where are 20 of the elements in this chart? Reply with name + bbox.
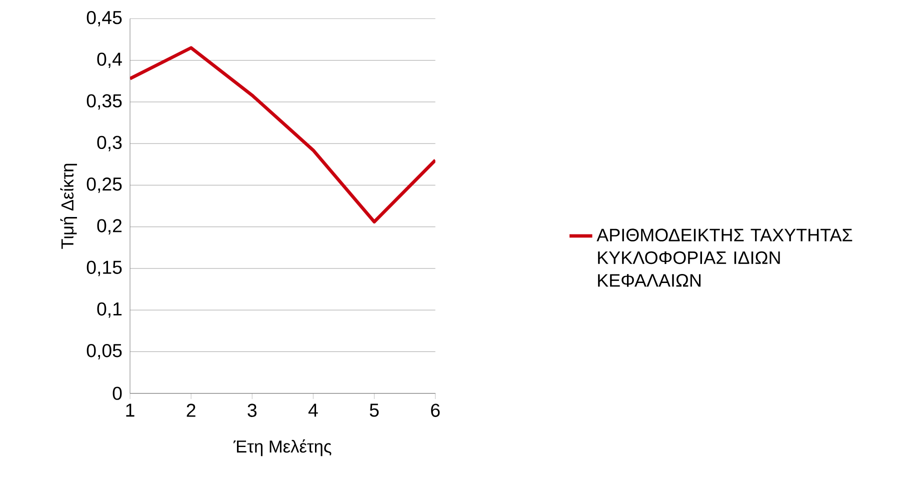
y-tick-label: 0: [112, 386, 122, 400]
y-tick-label: 0,45: [86, 10, 122, 26]
y-tick-label: 0,3: [97, 136, 122, 152]
x-tick-label: 2: [186, 404, 196, 417]
x-tick-label: 5: [370, 404, 379, 417]
y-tick-label: 0,05: [86, 344, 122, 360]
y-tick-label: 0,35: [86, 94, 122, 110]
x-axis-title: Έτη Μελέτης: [233, 439, 332, 456]
x-tick-label: 1: [126, 404, 134, 417]
y-tick-label: 0,2: [97, 219, 122, 235]
legend-label: ΑΡΙΘΜΟΔΕΙΚΤΗΣ ΤΑΧΥΤΗΤΑΣ ΚΥΚΛΟΦΟΡΙΑΣ ΙΔΙΩΝ ΚΕΦΑΛΑΙΩΝ: [596, 228, 852, 287]
y-tick-label: 0,25: [86, 177, 122, 193]
line-series: [130, 46, 436, 224]
y-axis-title: Τιμή Δείκτη: [60, 164, 77, 249]
x-tick-label: 6: [431, 404, 440, 417]
y-tick-label: 0,4: [97, 52, 122, 68]
x-tick-label: 4: [308, 404, 318, 417]
x-tick-label: 3: [248, 404, 257, 417]
y-tick-label: 0,1: [97, 302, 122, 318]
y-tick-label: 0,15: [86, 260, 122, 276]
